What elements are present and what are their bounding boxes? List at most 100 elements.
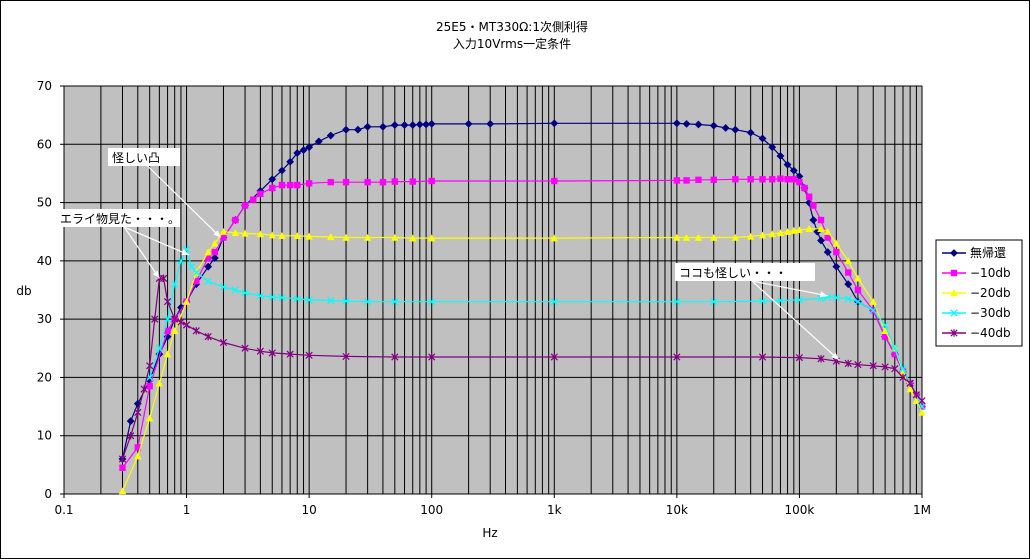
data-point — [204, 248, 212, 256]
chart-title-line: 入力10Vrms一定条件 — [453, 36, 571, 51]
data-point — [379, 122, 387, 131]
data-point — [906, 379, 914, 387]
x-tick-label: 0.1 — [54, 503, 73, 517]
data-point — [118, 455, 127, 463]
data-point — [428, 177, 435, 185]
annotation-2: エライ物見た・・・。 — [56, 209, 190, 279]
data-point — [950, 309, 958, 317]
data-point — [342, 297, 350, 305]
data-point — [464, 119, 473, 128]
annotation-arrow — [123, 226, 190, 256]
data-point — [391, 178, 399, 185]
data-point — [810, 202, 817, 209]
data-point — [918, 408, 926, 416]
data-point — [854, 286, 862, 294]
data-point — [805, 193, 813, 200]
data-point — [833, 248, 840, 256]
annotation-box — [675, 263, 815, 281]
data-point — [906, 385, 914, 393]
annotation-arrow — [751, 280, 828, 297]
data-point — [408, 121, 417, 129]
data-point — [801, 184, 808, 192]
data-point — [758, 134, 767, 143]
data-point — [140, 385, 148, 393]
y-tick-label: 50 — [37, 196, 52, 210]
data-point — [784, 176, 791, 183]
legend-label: −20db — [970, 286, 1011, 300]
data-point — [241, 289, 249, 297]
data-point — [550, 297, 558, 306]
data-point — [278, 232, 286, 239]
data-point — [127, 432, 135, 440]
data-point — [768, 230, 776, 238]
data-point — [155, 344, 164, 352]
data-point — [231, 286, 240, 294]
data-point — [422, 120, 431, 129]
data-point — [204, 332, 212, 341]
data-point — [682, 119, 691, 128]
x-tick-label: 1 — [183, 503, 191, 517]
data-point — [844, 295, 852, 303]
data-point — [400, 121, 409, 129]
x-tick-label: 100 — [420, 503, 443, 517]
data-point — [390, 121, 399, 129]
x-tick-label: 1k — [547, 503, 562, 517]
data-point — [710, 297, 718, 306]
data-point — [342, 233, 350, 241]
data-point — [192, 327, 200, 335]
data-point — [746, 128, 755, 137]
data-point — [844, 359, 852, 368]
data-point — [891, 364, 899, 373]
data-point — [832, 293, 840, 302]
data-point — [119, 464, 126, 471]
y-tick-label: 20 — [37, 370, 52, 384]
data-point — [881, 327, 889, 334]
data-point — [177, 257, 185, 265]
data-point — [155, 379, 164, 387]
data-point — [694, 233, 703, 241]
data-point — [746, 232, 755, 240]
data-point — [163, 297, 172, 306]
data-point — [918, 397, 926, 405]
data-point — [326, 131, 335, 140]
data-point — [710, 176, 717, 184]
data-point — [299, 146, 308, 155]
data-point — [293, 295, 301, 303]
x-axis-label: Hz — [482, 526, 497, 540]
data-point — [844, 257, 852, 265]
data-point — [783, 160, 792, 169]
data-point — [126, 417, 135, 426]
y-tick-label: 70 — [37, 79, 52, 93]
data-point — [673, 353, 681, 361]
data-point — [854, 274, 862, 282]
data-point — [134, 444, 141, 451]
annotation-arrowhead — [819, 291, 828, 298]
data-point — [817, 216, 825, 224]
data-point — [776, 229, 785, 237]
data-point — [950, 249, 958, 257]
data-point — [824, 234, 831, 241]
data-point — [363, 297, 372, 306]
data-point — [550, 353, 558, 361]
data-point — [817, 236, 825, 245]
data-point — [171, 280, 179, 288]
data-point — [170, 327, 179, 334]
data-point — [314, 137, 323, 146]
legend-label: −10db — [970, 266, 1011, 280]
data-point — [881, 363, 889, 371]
annotation-arrow — [147, 165, 222, 238]
data-point — [428, 297, 436, 306]
annotation-1: 怪しい凸 — [108, 148, 222, 238]
data-point — [286, 157, 295, 166]
data-point — [486, 119, 495, 128]
data-point — [193, 278, 200, 285]
data-point — [854, 297, 862, 306]
data-point — [182, 321, 191, 329]
data-point — [428, 234, 436, 242]
data-point — [776, 152, 785, 160]
data-point — [220, 234, 227, 241]
data-point — [391, 297, 399, 306]
data-point — [164, 327, 171, 334]
data-point — [163, 315, 172, 323]
data-point — [294, 181, 301, 189]
